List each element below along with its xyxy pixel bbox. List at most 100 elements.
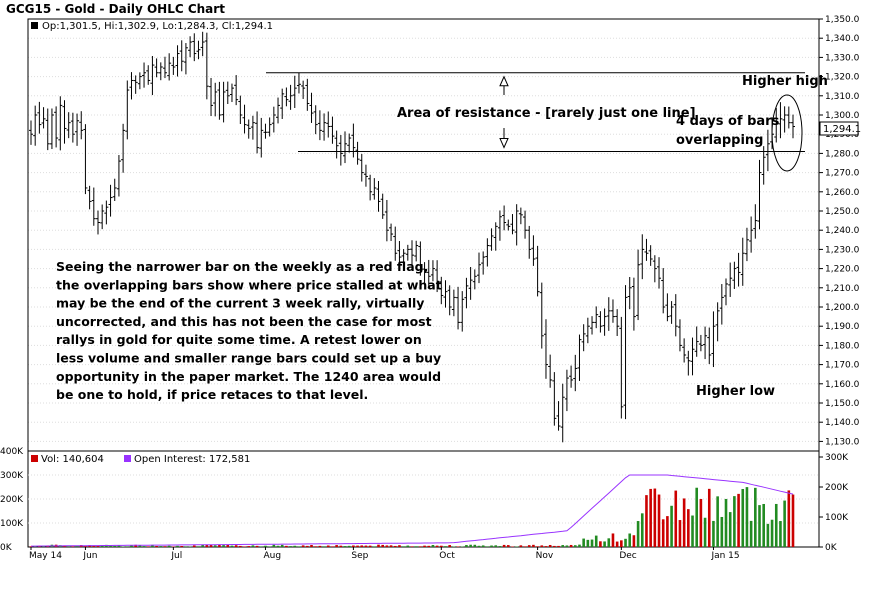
volume-bar [310, 545, 313, 547]
volume-bar [615, 541, 619, 547]
volume-bar [306, 545, 309, 547]
volume-bar [724, 498, 728, 547]
volume-bar [440, 545, 443, 547]
commentary-line: opportunity in the paper market. The 124… [56, 369, 441, 384]
price-tick-label: 1,180.0 [825, 341, 860, 351]
price-tick-label: 1,280.0 [825, 149, 860, 159]
arrow-head-down [499, 137, 509, 149]
volume-bar [762, 503, 765, 547]
volume-bar [590, 539, 594, 547]
ohlc-series [29, 31, 795, 443]
volume-bar [444, 546, 447, 547]
volume-bar [707, 488, 711, 547]
commentary-line: Seeing the narrower bar on the weekly as… [56, 259, 428, 274]
date-axis-label: Jan 15 [710, 551, 739, 561]
volume-bar [758, 505, 761, 547]
volume-bar [783, 500, 786, 547]
volume-bar [661, 519, 665, 547]
volume-bar [791, 494, 795, 547]
volume-bar [477, 545, 481, 547]
info-low: Lo:1,284.3 [162, 21, 215, 32]
volume-bar [381, 544, 384, 547]
volume-bar [301, 545, 305, 547]
volume-bar [88, 545, 91, 547]
volume-bar [423, 545, 426, 547]
volume-bar [251, 545, 255, 547]
volume-axis-label: 400K [0, 447, 24, 457]
volume-bar [645, 495, 648, 547]
volume-bar [594, 535, 598, 547]
date-axis-label: Jul [170, 551, 182, 561]
overlap-annotation-line1: 4 days of bars [676, 114, 780, 129]
volume-bar [573, 545, 577, 547]
volume-bar [494, 545, 498, 547]
volume-bar [331, 546, 334, 547]
volume-bar [213, 545, 217, 547]
price-tick-label: 1,160.0 [825, 380, 860, 390]
volume-bar [364, 545, 368, 547]
commentary-line: the overlapping bars show where price st… [56, 277, 442, 292]
volume-axis-label: 100K [0, 519, 24, 529]
price-tick-label: 1,150.0 [825, 399, 860, 409]
volume-bar [180, 546, 184, 547]
volume-bar [268, 546, 271, 547]
volume-legend-swatch [31, 455, 38, 462]
volume-bar [611, 533, 615, 547]
volume-bar [506, 545, 510, 547]
volume-bar [699, 498, 703, 547]
volume-bar [146, 546, 150, 547]
volume-bar [402, 546, 405, 547]
volume-bar [544, 546, 548, 547]
volume-bar [666, 516, 669, 547]
open-interest-line [31, 474, 794, 547]
commentary-text: Seeing the narrower bar on the weekly as… [56, 259, 442, 402]
volume-bar [419, 546, 422, 547]
overlap-ellipse [771, 94, 803, 172]
volume-bar [582, 538, 585, 547]
volume-bar [749, 520, 753, 547]
date-axis: May 14 Jun Jul Aug Sep Oct Nov Dec Jan 15 [29, 547, 740, 561]
volume-bar [754, 487, 757, 547]
volume-bar [255, 545, 259, 547]
volume-bar [465, 545, 468, 547]
price-axis: 1,130.0 1,140.0 1,150.0 1,160.0 1,170.0 1,180… [819, 15, 860, 447]
volume-bar [155, 545, 158, 547]
volume-bar [151, 544, 154, 547]
volume-bar [502, 544, 506, 547]
volume-bar [745, 487, 749, 547]
volume-bar [297, 546, 301, 547]
volume-bar [197, 546, 200, 547]
volume-bar [674, 490, 678, 547]
volume-bar [469, 544, 472, 547]
price-tick-label: 1,210.0 [825, 284, 860, 294]
volume-bar [737, 493, 740, 547]
volume-axis-label: 200K [0, 495, 24, 505]
volume-bar [678, 520, 682, 547]
oi-legend: Open Interest: 172,581 [134, 454, 250, 465]
info-swatch [31, 22, 38, 29]
volume-bar [226, 544, 230, 547]
volume-bar [377, 544, 380, 547]
volume-axis-label: 0K [0, 543, 13, 553]
oi-axis-label: 100K [825, 513, 849, 523]
volume-bar [473, 544, 477, 547]
volume-bar [481, 545, 485, 547]
volume-bar [716, 496, 719, 547]
volume-legend: Vol: 140,604 [41, 454, 104, 465]
volume-bar [318, 545, 322, 547]
volume-bar [536, 546, 539, 547]
volume-bar [766, 523, 770, 547]
volume-bar [460, 546, 464, 547]
svg-text:Op:1,301.5, Hi:1,302.9, Lo:1,2: Op:1,301.5, Hi:1,302.9, Lo:1,284.3, Cl:1… [42, 21, 273, 32]
price-tick-label: 1,350.0 [825, 15, 860, 25]
volume-bar [720, 516, 724, 547]
chart-title: GCG15 - Gold - Daily OHLC Chart [6, 2, 225, 16]
volume-bar [280, 544, 284, 547]
volume-bar [385, 545, 389, 547]
volume-bar [486, 546, 489, 547]
volume-bar [335, 545, 338, 547]
volume-bar [670, 505, 673, 547]
volume-bar [192, 545, 196, 547]
volume-bar [774, 503, 778, 547]
volume-bar [733, 496, 736, 547]
